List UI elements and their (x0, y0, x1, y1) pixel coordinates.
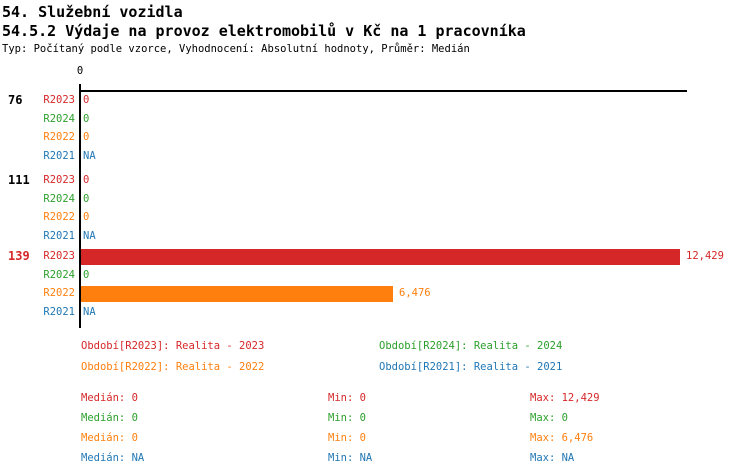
period-label: R2021 (43, 305, 75, 318)
value-label: NA (83, 229, 96, 242)
stat-min: Min: 0 (328, 432, 366, 444)
stat-min: Min: NA (328, 452, 373, 464)
value-label: 0 (83, 112, 90, 125)
stat-median: Medián: NA (81, 452, 145, 464)
group-label: 76 (8, 93, 23, 107)
report-section-title: 54. Služební vozidla (2, 3, 183, 21)
legend-item: Období[R2022]: Realita - 2022 (81, 361, 265, 373)
stat-median: Medián: 0 (81, 412, 138, 424)
period-label: R2023 (43, 250, 75, 262)
period-label: R2024 (43, 268, 75, 281)
group-label: 139 (8, 249, 30, 263)
period-label: R2021 (43, 149, 75, 162)
stat-max: Max: 0 (530, 412, 568, 424)
legend-item: Období[R2024]: Realita - 2024 (379, 340, 563, 352)
legend-item: Období[R2023]: Realita - 2023 (81, 340, 265, 352)
period-label: R2022 (43, 211, 75, 223)
period-label: R2023 (43, 94, 75, 106)
stat-max: Max: NA (530, 452, 575, 464)
value-label: 0 (83, 94, 90, 106)
period-label: R2022 (43, 131, 75, 143)
value-label: 0 (83, 192, 90, 205)
value-label: NA (83, 305, 96, 318)
value-label: 12,429 (686, 250, 724, 262)
value-label: NA (83, 149, 96, 162)
legend-item: Období[R2021]: Realita - 2021 (379, 361, 563, 373)
stat-median: Medián: 0 (81, 392, 138, 404)
value-label: 0 (83, 174, 90, 186)
stat-max: Max: 6,476 (530, 432, 594, 444)
period-label: R2024 (43, 112, 75, 125)
report-indicator-title: 54.5.2 Výdaje na provoz elektromobilů v … (2, 22, 526, 40)
period-label: R2023 (43, 174, 75, 186)
stat-median: Medián: 0 (81, 432, 138, 444)
period-label: R2022 (43, 287, 75, 299)
value-label: 0 (83, 211, 90, 223)
x-axis-tick-zero: 0 (76, 65, 84, 77)
value-label: 0 (83, 131, 90, 143)
value-label: 0 (83, 268, 90, 281)
value-label: 6,476 (399, 287, 431, 299)
stat-min: Min: 0 (328, 392, 366, 404)
report-meta: Typ: Počítaný podle vzorce, Vyhodnocení:… (2, 43, 470, 55)
value-bar (81, 249, 680, 265)
y-axis-line (79, 84, 81, 328)
stat-max: Max: 12,429 (530, 392, 600, 404)
stat-min: Min: 0 (328, 412, 366, 424)
x-axis-line (79, 90, 687, 92)
period-label: R2021 (43, 229, 75, 242)
period-label: R2024 (43, 192, 75, 205)
value-bar (81, 286, 393, 302)
group-label: 111 (8, 173, 30, 187)
